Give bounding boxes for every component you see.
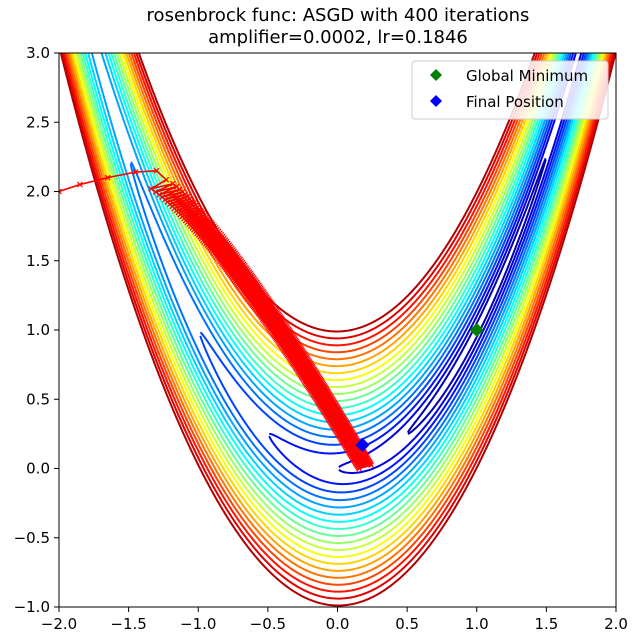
x-tick-label: −1.5: [110, 615, 146, 633]
point-markers: [355, 323, 484, 452]
path-point-marker: [76, 181, 83, 188]
x-tick-label: 0.5: [395, 615, 419, 633]
x-tick-label: −0.5: [250, 615, 286, 633]
y-tick-label: −0.5: [14, 529, 50, 547]
y-tick-label: 1.5: [26, 252, 50, 270]
global-minimum-marker: [469, 323, 484, 337]
contour-level-5-lower: [129, 53, 590, 502]
path-point-marker: [153, 167, 160, 174]
contour-level-12-upper: [117, 53, 555, 389]
path-point-marker: [368, 462, 375, 469]
final-position-marker: [355, 437, 370, 452]
optimizer-path: [59, 167, 375, 472]
chart-title-line1: rosenbrock func: ASGD with 400 iteration…: [147, 5, 530, 26]
contour-level-4-upper: [199, 53, 573, 446]
contour-level-18-lower: [63, 53, 614, 593]
path-point-marker: [148, 185, 155, 192]
path-point-marker: [59, 188, 62, 195]
legend-box: [411, 60, 609, 120]
x-tick-label: −1.0: [180, 615, 216, 633]
contour-level-15-lower: [69, 53, 608, 572]
contour-level-8-lower: [84, 53, 595, 523]
legend-final-position-marker: [430, 95, 442, 107]
y-tick-label: 2.5: [26, 113, 50, 131]
path-point-marker: [104, 174, 111, 181]
contour-level-3-lower: [268, 53, 585, 486]
path-point-marker: [163, 176, 170, 183]
contour-level-20-lower: [59, 53, 616, 607]
x-axis-ticks: −2.0 −1.5 −1.0 −0.5 0.0 0.5 1.0 1.5 2.0: [41, 607, 628, 633]
contour-level-19-lower: [61, 53, 615, 600]
contour-level-10-upper: [112, 53, 559, 403]
x-tick-label: 1.0: [465, 615, 489, 633]
y-tick-label: 0.5: [26, 390, 50, 408]
contour-level-5-upper: [130, 53, 570, 439]
y-tick-label: 2.0: [26, 183, 50, 201]
chart-title-line2: amplifier=0.0002, lr=0.1846: [208, 27, 468, 48]
contour-level-10-lower: [79, 53, 599, 537]
contour-level-14-lower: [71, 53, 607, 565]
x-tick-label: 0.0: [326, 615, 350, 633]
contour-level-11-lower: [77, 53, 601, 544]
legend: Global Minimum Final Position: [411, 60, 609, 120]
y-tick-label: 0.0: [26, 460, 50, 478]
x-tick-label: 1.5: [534, 615, 558, 633]
y-tick-label: −1.0: [14, 598, 50, 616]
contour-level-16-lower: [67, 53, 610, 579]
legend-global-minimum-label: Global Minimum: [466, 67, 588, 85]
contour-level-13-lower: [73, 53, 605, 558]
contour-level-6-lower: [90, 53, 591, 509]
contour-level-4-lower: [199, 53, 587, 494]
contour-level-12-lower: [75, 53, 603, 551]
contour-level-9-lower: [81, 53, 597, 530]
contour-level-7-lower: [87, 53, 593, 516]
path-point-marker: [132, 169, 139, 176]
y-tick-label: 1.0: [26, 321, 50, 339]
path-point-marker: [356, 465, 363, 472]
x-tick-label: −2.0: [41, 615, 77, 633]
y-tick-label: 3.0: [26, 44, 50, 62]
legend-global-minimum-marker: [430, 69, 442, 81]
contour-level-11-upper: [115, 53, 557, 396]
contour-level-14-upper: [122, 53, 551, 375]
contour-level-17-lower: [65, 53, 612, 586]
y-axis-ticks: −1.0 −0.5 0.0 0.5 1.0 1.5 2.0 2.5 3.0: [14, 44, 59, 616]
contour-level-13-upper: [120, 53, 553, 382]
x-tick-label: 2.0: [604, 615, 628, 633]
legend-final-position-label: Final Position: [466, 93, 564, 111]
